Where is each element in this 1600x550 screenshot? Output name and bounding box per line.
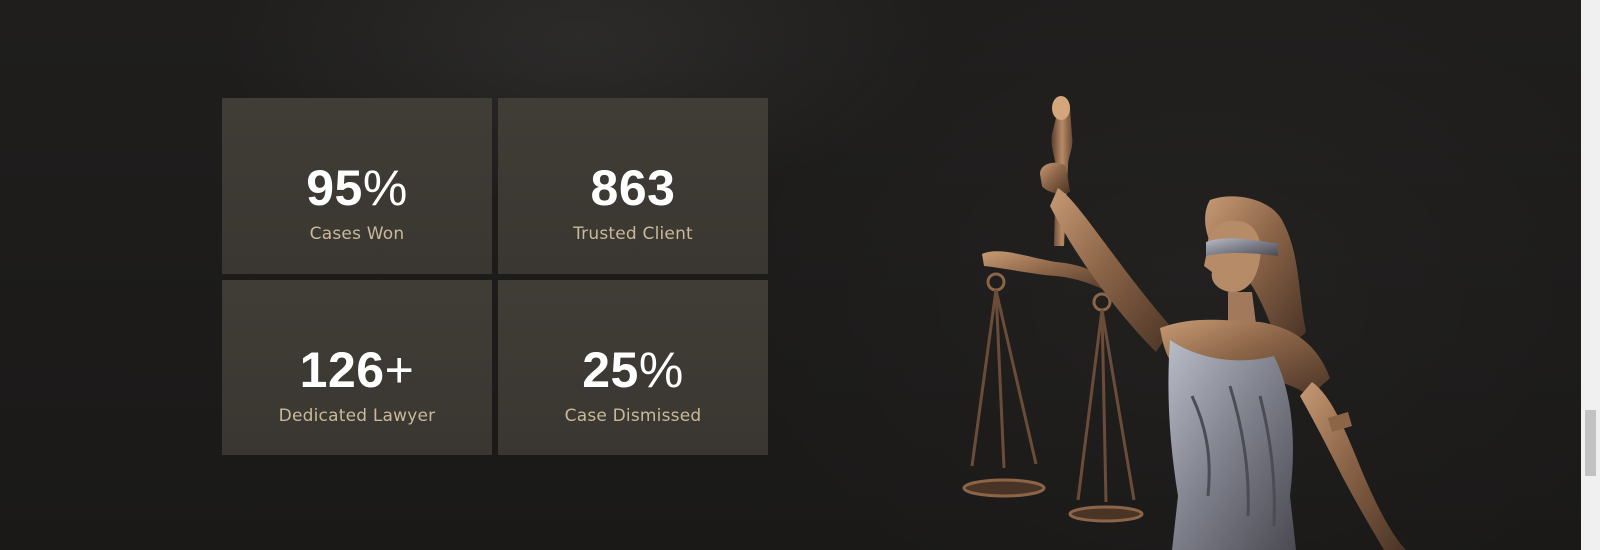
stat-tile-dedicated-lawyer: 126+ Dedicated Lawyer bbox=[222, 280, 492, 455]
stat-value: 126+ bbox=[299, 342, 415, 398]
stat-label: Dedicated Lawyer bbox=[278, 406, 436, 426]
stat-tile-cases-won: 95% Cases Won bbox=[222, 98, 492, 274]
stat-value: 863 bbox=[590, 160, 676, 216]
stat-tile-case-dismissed: 25% Case Dismissed bbox=[498, 280, 768, 455]
lady-justice-statue-icon bbox=[962, 96, 1406, 550]
stat-label: Trusted Client bbox=[573, 224, 693, 244]
stat-tile-trusted-client: 863 Trusted Client bbox=[498, 98, 768, 274]
stat-value: 25% bbox=[582, 342, 684, 398]
page-scrollbar[interactable] bbox=[1581, 0, 1600, 550]
scrollbar-thumb[interactable] bbox=[1585, 410, 1596, 476]
stat-label: Case Dismissed bbox=[564, 406, 702, 426]
stat-label: Cases Won bbox=[309, 224, 405, 244]
stat-value: 95% bbox=[306, 160, 408, 216]
stats-grid: 95% Cases Won 863 Trusted Client 126+ De… bbox=[222, 98, 768, 455]
